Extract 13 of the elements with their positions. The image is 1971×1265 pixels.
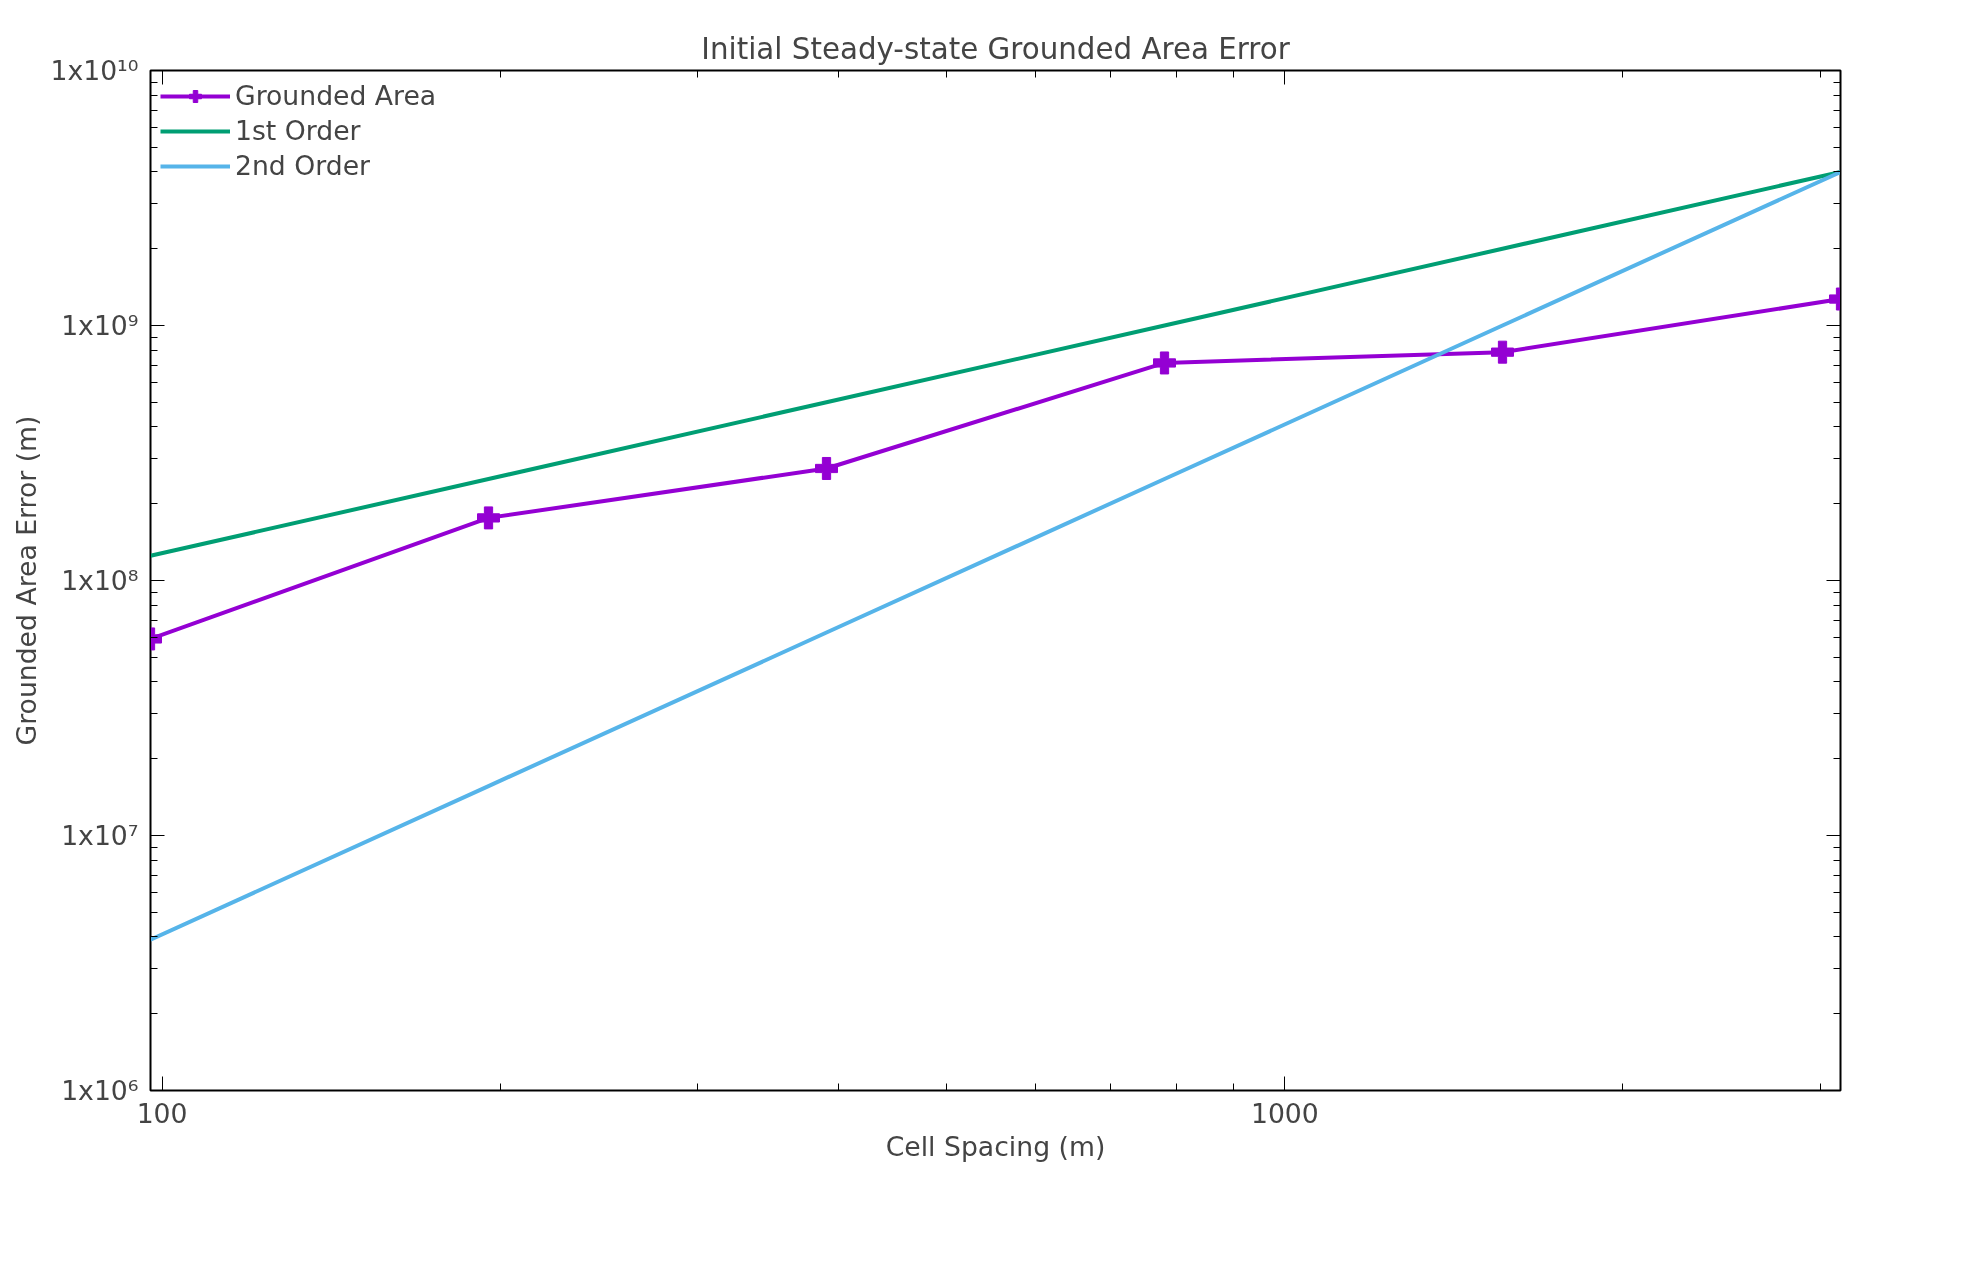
x-tick-label: 1000 xyxy=(1250,1097,1319,1129)
y-axis-title: Grounded Area Error (m) xyxy=(11,415,43,746)
legend-label: 2nd Order xyxy=(235,150,370,181)
legend-label: 1st Order xyxy=(235,115,361,146)
x-axis-title: Cell Spacing (m) xyxy=(885,1130,1106,1162)
y-tick-label: 1x10⁶ xyxy=(61,1075,139,1106)
y-tick-label: 1x10⁸ xyxy=(61,565,139,596)
y-tick-label: 1x10⁷ xyxy=(61,820,139,851)
x-tick-label: 100 xyxy=(136,1097,188,1129)
y-tick-label: 1x10⁹ xyxy=(61,310,139,341)
chart-title: Initial Steady-state Grounded Area Error xyxy=(701,31,1291,66)
legend-label: Grounded Area xyxy=(235,80,437,111)
y-tick-label: 1x10¹⁰ xyxy=(50,55,139,86)
